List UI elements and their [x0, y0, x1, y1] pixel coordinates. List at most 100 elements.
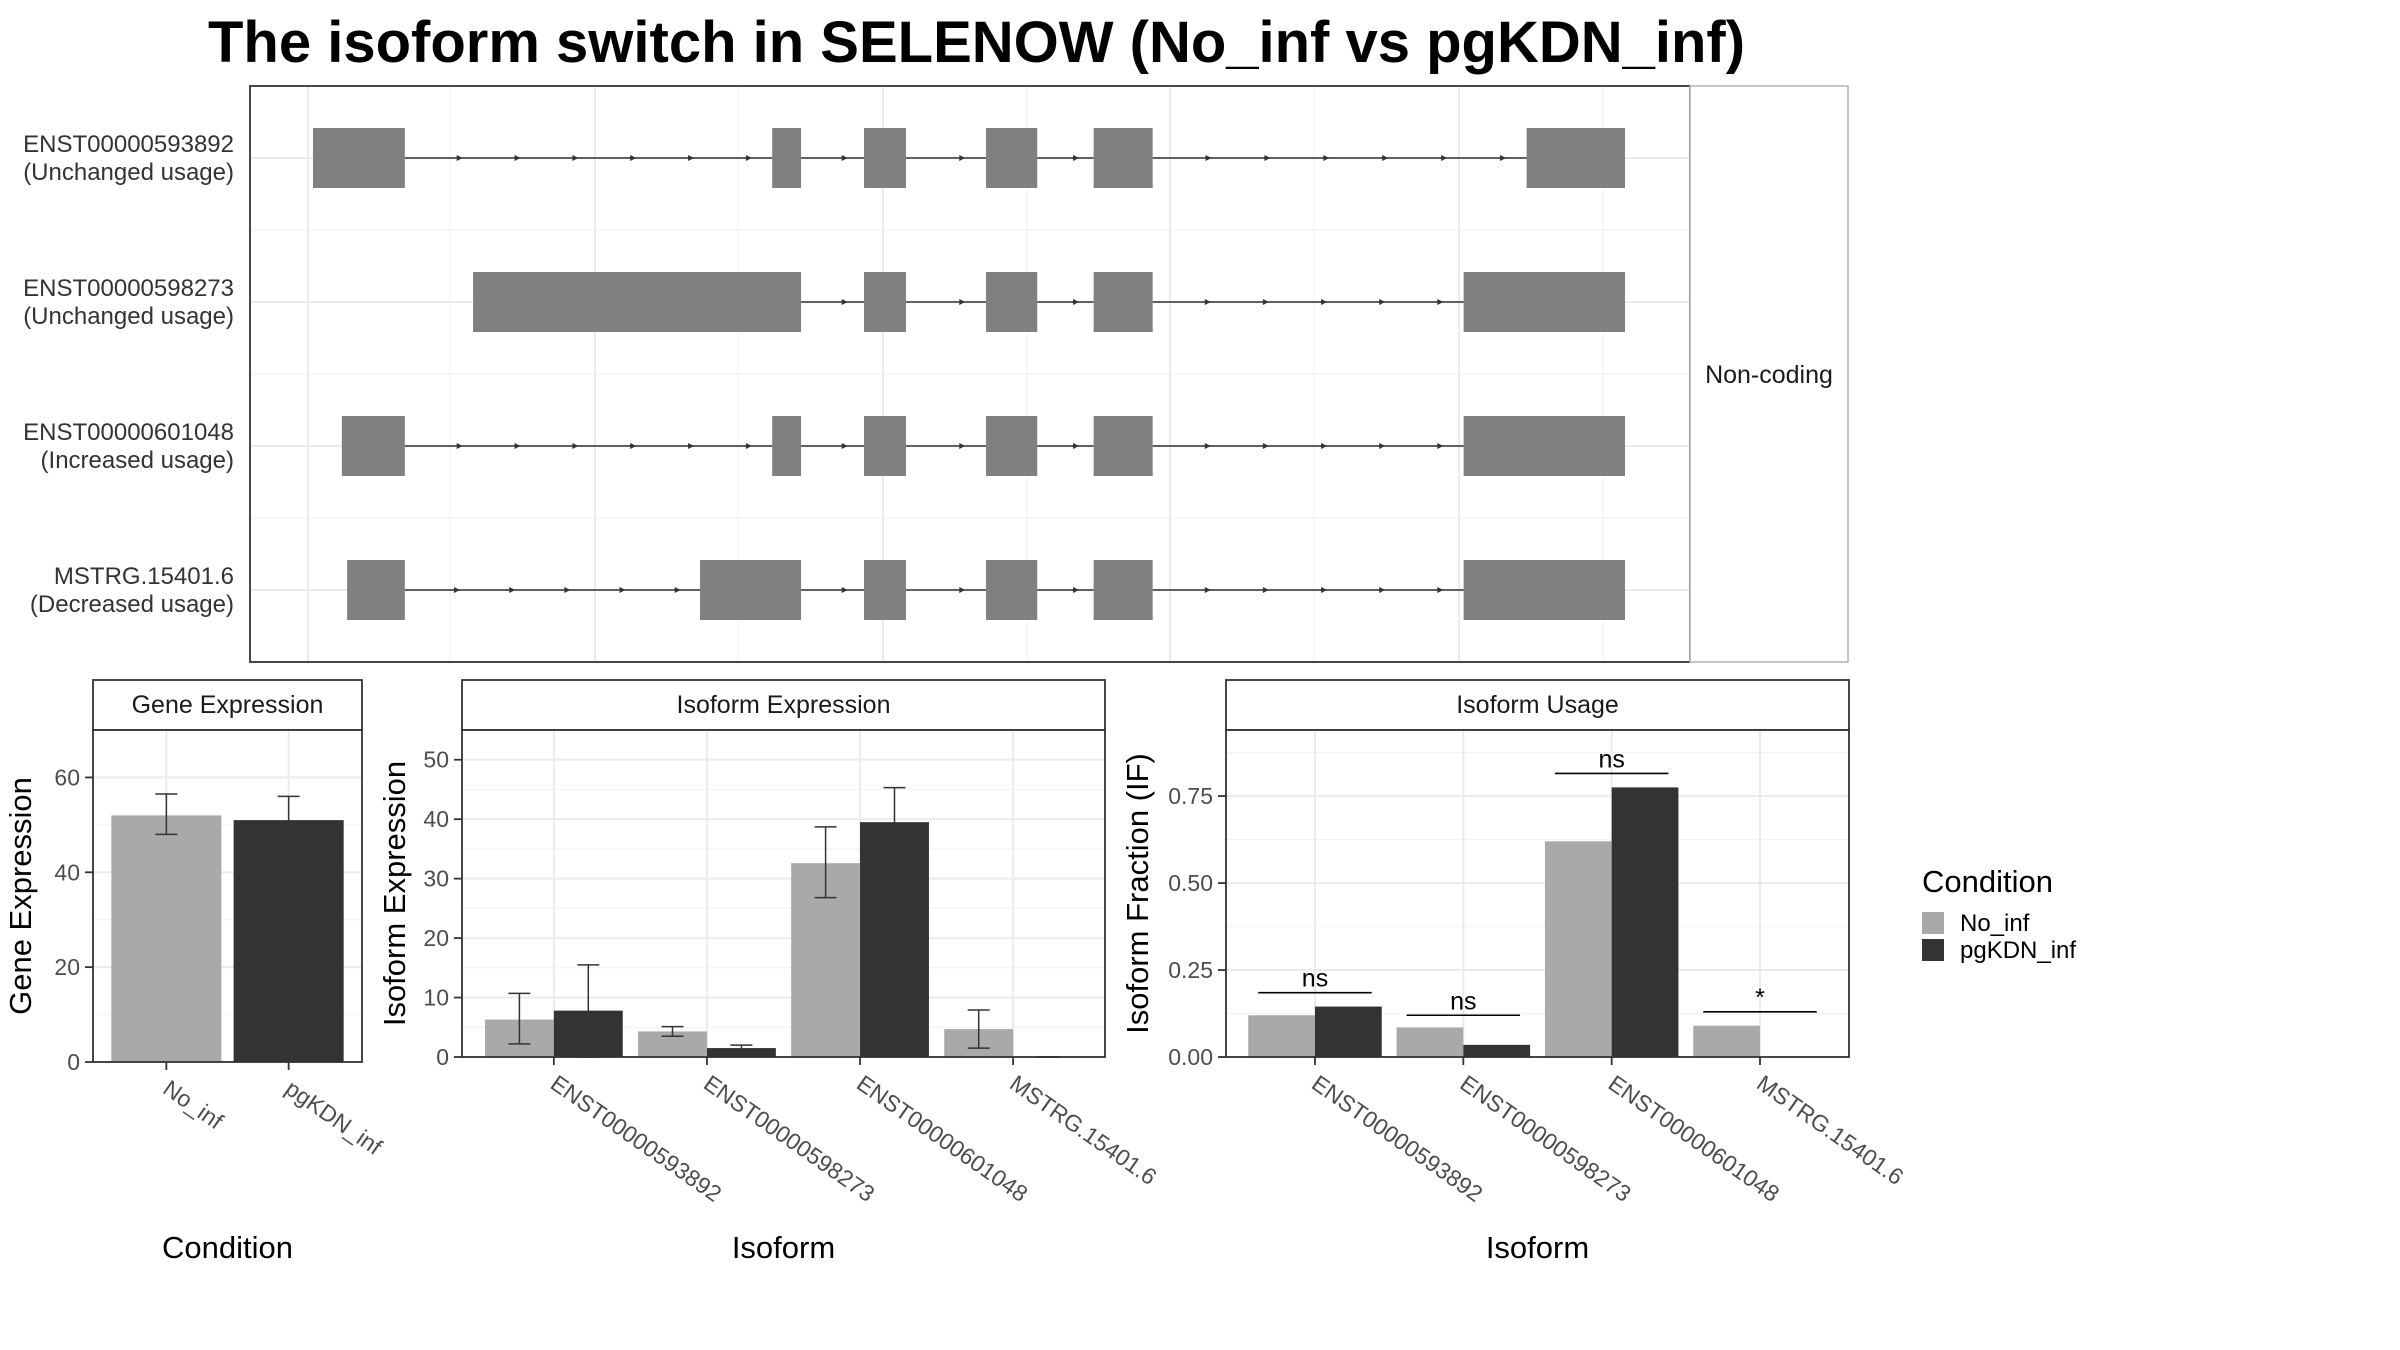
error-bar: [277, 795, 300, 840]
panel-strip: [92, 679, 363, 731]
bar: [860, 822, 929, 1057]
bar: [1315, 1006, 1382, 1057]
intron-arrow: [564, 587, 571, 593]
structure-strip: [1689, 85, 1849, 663]
intron-arrow: [841, 587, 848, 593]
x-tick-label: MSTRG.15401.6: [1752, 1070, 1908, 1190]
exon-block: [1463, 272, 1625, 332]
exon-block: [473, 272, 802, 332]
y-tick-label: 0: [67, 1049, 80, 1075]
x-axis-title: Isoform: [1486, 1230, 1589, 1265]
intron-arrow: [1379, 587, 1386, 593]
error-bar: [155, 793, 178, 836]
structure-strip-label: Non-coding: [1705, 361, 1833, 389]
intron-arrow: [674, 587, 681, 593]
figure-title: The isoform switch in SELENOW (No_inf vs…: [208, 10, 1745, 75]
exon-block: [986, 128, 1038, 188]
y-tick-label: 0.25: [1168, 957, 1213, 983]
isoform-usage-panel: Isoform Usagensnsns*0.000.250.500.75ENST…: [1120, 679, 1908, 1265]
intron-arrow: [959, 587, 966, 593]
intron-arrow: [1437, 587, 1444, 593]
transcript-id-label: ENST00000601048: [23, 419, 234, 446]
y-tick-label: 20: [423, 925, 449, 951]
intron-arrow: [1441, 155, 1448, 161]
bar: [233, 820, 344, 1062]
transcript-structure-panel: ENST00000593892(Unchanged usage) ENST0000…: [23, 85, 1849, 663]
error-bar: [814, 826, 837, 899]
panel-background: [462, 730, 1105, 1057]
error-bar: [967, 1009, 990, 1049]
transcript-id-label: ENST00000598273: [23, 275, 234, 302]
transcript-usage-label: (Increased usage): [41, 447, 234, 474]
intron-arrow: [1073, 587, 1080, 593]
legend-swatch-no-inf: [1922, 912, 1944, 934]
intron-arrow: [1321, 587, 1328, 593]
panel-strip-label: Isoform Usage: [1456, 691, 1619, 719]
panel-background: [1226, 730, 1849, 1057]
intron-arrow: [959, 155, 966, 161]
y-tick-label: 40: [423, 806, 449, 832]
exon-block: [1463, 560, 1625, 620]
intron-arrow: [1262, 299, 1269, 305]
y-tick-label: 50: [423, 747, 449, 773]
error-bar: [883, 786, 906, 857]
intron-arrow: [456, 443, 463, 449]
intron-arrow: [1321, 443, 1328, 449]
panel-strip-label: Isoform Expression: [677, 691, 891, 719]
exon-block: [864, 272, 907, 332]
transcript-usage-label: (Unchanged usage): [23, 159, 234, 186]
intron-arrow: [959, 299, 966, 305]
bar: [111, 815, 222, 1062]
intron-arrow: [1437, 299, 1444, 305]
panel-strip-label: Gene Expression: [132, 691, 324, 719]
y-tick-label: 0.50: [1168, 870, 1213, 896]
intron-arrow: [745, 155, 752, 161]
x-tick-label: MSTRG.15401.6: [1005, 1070, 1161, 1190]
transcript-id-label: ENST00000593892: [23, 131, 234, 158]
exon-block: [772, 128, 802, 188]
intron-arrow: [1323, 155, 1330, 161]
transcript-row: [313, 128, 1625, 188]
intron-arrow: [841, 299, 848, 305]
error-bar: [661, 1025, 684, 1037]
intron-arrow: [688, 443, 695, 449]
error-bar: [730, 1044, 753, 1052]
y-tick-label: 10: [423, 985, 449, 1011]
intron-arrow: [1321, 299, 1328, 305]
panel-strip: [1225, 679, 1850, 731]
exon-block: [772, 416, 802, 476]
significance-label: ns: [1302, 965, 1328, 993]
intron-arrow: [619, 587, 626, 593]
intron-arrow: [1204, 443, 1211, 449]
y-axis-title: Isoform Expression: [377, 761, 412, 1026]
intron-arrow: [456, 155, 463, 161]
exon-block: [986, 272, 1038, 332]
y-axis-title: Gene Expression: [3, 777, 38, 1015]
exon-block: [700, 560, 802, 620]
intron-arrow: [1264, 155, 1271, 161]
legend-label-pgkdn-inf: pgKDN_inf: [1960, 937, 2076, 964]
bar: [706, 1048, 776, 1057]
bar: [1248, 1015, 1315, 1057]
y-tick-label: 20: [54, 954, 80, 980]
exon-block: [347, 560, 405, 620]
y-tick-label: 60: [54, 764, 80, 790]
y-tick-label: 40: [54, 859, 80, 885]
legend-swatch-pgkdn-inf: [1922, 939, 1944, 961]
bar: [1396, 1027, 1464, 1057]
intron-arrow: [1073, 443, 1080, 449]
y-tick-label: 0.75: [1168, 783, 1213, 809]
intron-arrow: [1437, 443, 1444, 449]
exon-block: [1093, 128, 1153, 188]
transcript-row: [347, 560, 1625, 620]
bar: [1463, 1044, 1531, 1057]
panel-border: [461, 729, 1106, 1058]
intron-arrow: [454, 587, 461, 593]
legend-title: Condition: [1922, 864, 2053, 899]
intron-arrow: [1262, 443, 1269, 449]
y-axis-title: Isoform Fraction (IF): [1120, 753, 1155, 1034]
exon-block: [986, 416, 1038, 476]
intron-arrow: [841, 443, 848, 449]
transcript-row: [341, 416, 1625, 476]
